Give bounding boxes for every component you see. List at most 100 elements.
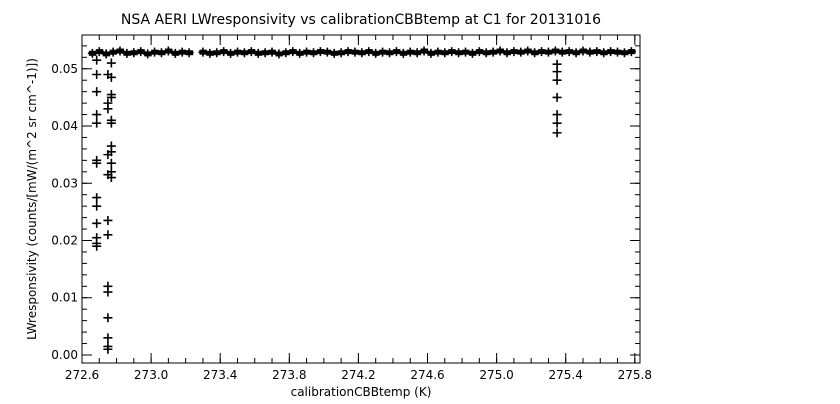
data-point [103,313,113,323]
y-tick-label: 0.01 [51,291,78,305]
data-point-band [531,50,539,56]
x-tick-label: 273.0 [134,368,168,382]
data-point-band [510,49,518,55]
data-point [552,118,562,128]
data-point-band [614,49,622,55]
data-point-band [171,50,180,56]
x-tick-label: 273.8 [272,368,306,382]
data-point-band [247,49,256,55]
data-point-band [406,49,415,55]
data-point-band [199,49,207,55]
data-point-band [496,48,505,54]
data-point-band [233,49,242,55]
data-point-band [95,49,104,55]
data-point [103,104,113,114]
data-point-band [441,50,449,56]
data-point-band [503,50,511,56]
data-point-band [213,50,221,56]
y-tick-label: 0.05 [51,62,78,76]
data-point [552,110,562,120]
data-point-band [379,49,387,55]
data-point-band [455,50,463,56]
data-point-band [185,50,194,56]
data-point-band [607,49,615,55]
axes: 272.6 273.0 273.4 273.8 274.2 274.6 275.0 275.4… [51,35,652,382]
data-point-band [579,48,587,54]
data-point-band [309,50,318,56]
data-point-band [413,50,422,56]
data-point-band [593,49,601,55]
data-point [552,75,562,85]
data-point-band [392,49,401,55]
data-point-band [517,49,525,55]
plot-frame [81,34,641,364]
x-tick-label: 275.4 [549,368,583,382]
data-point [92,193,102,203]
data-point-band [565,49,574,55]
data-point-band [116,48,125,54]
data-point [103,215,113,225]
x-tick-label: 274.2 [341,368,375,382]
data-point-band [351,49,359,55]
x-tick-label: 275.0 [479,368,513,382]
data-point-band [420,48,429,54]
data-point-band [448,49,456,55]
data-point-band [144,51,152,57]
x-tick-label: 274.6 [410,368,444,382]
data-point [103,333,113,343]
data-point [552,92,562,102]
data-point [552,67,562,77]
data-point-band [289,49,297,55]
data-point-band [489,49,498,55]
y-tick-label: 0.04 [51,119,78,133]
data-points [87,46,636,354]
data-point-band [151,49,159,55]
data-point-band [323,49,332,55]
data-point-band [109,49,118,55]
data-point [92,87,102,97]
data-point [552,128,562,138]
data-point-band [627,49,636,55]
data-point-band [137,49,145,55]
data-point-band [130,50,138,56]
y-tick-label: 0.02 [51,234,78,248]
data-point [103,287,113,297]
data-point [106,147,116,157]
x-tick-label: 272.6 [65,368,99,382]
data-point-band [620,50,629,56]
data-point-band [88,50,97,56]
data-point-band [157,50,166,56]
y-axis-label: LWresponsivity (counts/[mW/(m^2 sr cm^-1… [25,58,39,340]
data-point-band [344,49,353,55]
data-point [92,201,102,211]
data-point-band [178,49,187,55]
data-point-band [372,50,380,56]
data-point-band [544,49,553,55]
data-point-band [268,49,277,55]
data-point-band [254,50,263,56]
data-point [92,118,102,128]
x-tick-label: 275.8 [618,368,652,382]
data-point-band [538,49,546,55]
data-point-band [227,50,235,56]
data-point [106,58,116,68]
data-point [92,69,102,79]
data-point-band [586,49,594,55]
x-axis-label: calibrationCBBtemp (K) [291,385,432,399]
chart-title: NSA AERI LWresponsivity vs calibrationCB… [121,12,601,28]
data-point [92,110,102,120]
data-point-band [427,50,435,56]
data-point [92,218,102,228]
y-tick-label: 0.03 [51,176,78,190]
data-point [106,92,116,102]
data-point-band [386,50,394,56]
y-tick-label: 0.00 [51,348,78,362]
data-point-band [303,49,311,55]
data-point [92,241,102,251]
data-point [103,230,113,240]
data-point-band [399,50,408,56]
data-point-band [600,50,608,56]
x-tick-label: 273.4 [203,368,237,382]
data-point-band [365,49,373,55]
